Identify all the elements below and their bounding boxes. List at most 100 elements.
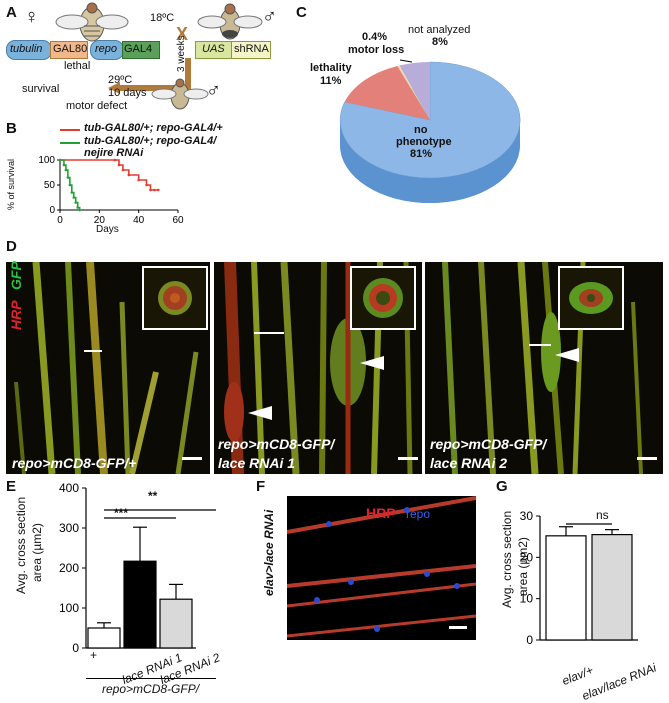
- survival-series-0: [60, 159, 159, 191]
- bar-e-bar-1: [123, 560, 157, 649]
- survival-point: [66, 176, 70, 179]
- bar-e-ylabel-1: Avg. cross section: [14, 496, 28, 594]
- cross-section-bar-chart-neuron: 0 10 20 30: [520, 509, 638, 647]
- survival-point: [113, 158, 117, 162]
- phenotype-pie-chart: [339, 59, 521, 203]
- shrna-label: shRNA: [234, 43, 269, 55]
- pie-slice-not-analyzed: [399, 62, 430, 120]
- pie-label-no-2: phenotype: [396, 136, 452, 148]
- survival-point: [62, 163, 66, 167]
- survival-point: [157, 188, 160, 192]
- legend-nejire-2: nejire RNAi: [84, 147, 144, 159]
- pie-value-no-phenotype: 81%: [410, 148, 433, 160]
- gal4-box: [122, 41, 160, 59]
- cross-section-bar-chart-glia: 0 100 200 300 400: [59, 481, 216, 655]
- panel-label-c: C: [296, 4, 307, 21]
- scale-line-rnai2: [529, 344, 551, 346]
- bar-g-y-tick-label: 10: [520, 592, 533, 606]
- bar-e-y-tick-label: 400: [59, 481, 79, 495]
- micrograph-label-rnai2-a: repo>mCD8-GFP/: [430, 436, 547, 452]
- cross-arrow: [108, 58, 191, 94]
- micrograph-label-control: repo>mCD8-GFP/+: [12, 455, 137, 471]
- survival-point: [149, 188, 152, 192]
- survival-point: [58, 158, 62, 162]
- survival-point: [117, 163, 121, 167]
- bar-e-group-label: repo>mCD8-GFP/: [102, 682, 200, 696]
- scale-line-rnai1: [254, 332, 284, 334]
- temperature-29: 29ºC: [108, 74, 133, 86]
- repo-label: repo: [95, 43, 118, 55]
- survival-x-tick-label: 60: [172, 215, 184, 226]
- survival-lines: [58, 158, 160, 212]
- bar-e-bar-0: [87, 627, 121, 649]
- temperature-18: 18ºC: [150, 12, 175, 24]
- pie-label-motor-loss: motor loss: [348, 44, 405, 56]
- pie-slice-lethality: [344, 66, 430, 120]
- survival-series-1: [60, 159, 81, 210]
- arrowhead-rnai1-right: [360, 356, 384, 370]
- panel-label-f: F: [256, 478, 266, 495]
- survival-point: [127, 173, 131, 177]
- survival-xlabel: Days: [96, 224, 119, 235]
- scale-bar-rnai1: [398, 457, 418, 460]
- bar-g-cat-elav: elav/+: [560, 662, 596, 688]
- scale-bar-control: [182, 457, 202, 460]
- fly-illustration-female: [55, 2, 129, 42]
- arrowhead-rnai1-left: [248, 406, 272, 420]
- uas-label: UAS: [202, 43, 225, 55]
- survival-x-tick-label: 20: [94, 215, 106, 226]
- survival-label: survival: [22, 83, 60, 95]
- gal80-box: [50, 41, 88, 59]
- scale-line-control: [84, 350, 102, 352]
- legend-nejire-1: tub-GAL80/+; repo-GAL4/: [84, 135, 217, 147]
- survival-point: [76, 206, 79, 209]
- ten-days-label: 10 days: [108, 87, 147, 99]
- survival-point: [72, 196, 76, 199]
- bar-g-bar-1: [591, 533, 633, 641]
- bar-e-bar-2: [159, 598, 193, 649]
- bar-g-bar-0: [545, 535, 587, 641]
- panel-label-d: D: [6, 238, 17, 255]
- survival-y-tick-label: 50: [44, 180, 56, 191]
- bar-e-bars: [87, 509, 216, 649]
- bar-g-y-tick-label: 0: [526, 633, 533, 647]
- survival-point: [74, 201, 78, 204]
- survival-y-tick-label: 0: [49, 205, 55, 216]
- survival-point: [137, 178, 140, 182]
- lethal-label: lethal: [64, 60, 91, 72]
- survival-x-tick-label: 40: [133, 215, 145, 226]
- inset-control: [142, 266, 208, 330]
- channel-label-gfp: GFP: [8, 261, 24, 290]
- scale-bar-f: [449, 626, 467, 629]
- micrograph-label-rnai1-b: lace RNAi 1: [218, 455, 296, 471]
- panel-label-b: B: [6, 120, 17, 137]
- scale-bar-rnai2: [637, 457, 657, 460]
- legend-marker-control: [60, 129, 80, 131]
- sig-marker-ns: ns: [596, 508, 609, 522]
- gal80-label: GAL80: [53, 43, 88, 55]
- bar-e-y-tick-label: 0: [72, 641, 79, 655]
- image-f-side-label: elav>lace RNAi: [262, 509, 276, 596]
- sig-marker-1: ***: [114, 506, 129, 520]
- survival-point: [70, 191, 74, 194]
- gal4-label: GAL4: [124, 43, 153, 55]
- fly-illustration-male: [197, 3, 263, 40]
- fly-illustration-progeny: [151, 78, 209, 110]
- bar-e-group-line: [86, 678, 216, 679]
- legend-marker-nejire: [60, 142, 80, 144]
- bar-g-y-tick-label: 30: [520, 509, 533, 523]
- micrograph-label-rnai2-b: lace RNAi 2: [430, 455, 508, 471]
- pie-label-lethality: lethality: [310, 62, 352, 74]
- micrograph-label-rnai1-a: repo>mCD8-GFP/: [218, 436, 335, 452]
- survival-point: [78, 208, 81, 212]
- bar-g-bars: [545, 523, 633, 641]
- pie-value-lethality: 11%: [320, 75, 342, 87]
- survival-point: [145, 183, 148, 187]
- pie-label-not-analyzed: not analyzed: [408, 24, 471, 36]
- bar-g-y-tick-label: 20: [520, 550, 533, 564]
- survival-point: [64, 168, 68, 172]
- panel-label-g: G: [496, 478, 508, 495]
- inset-lace-rnai-2: [558, 266, 624, 330]
- panel-label-e: E: [6, 478, 17, 495]
- female-symbol: ♀: [24, 6, 39, 28]
